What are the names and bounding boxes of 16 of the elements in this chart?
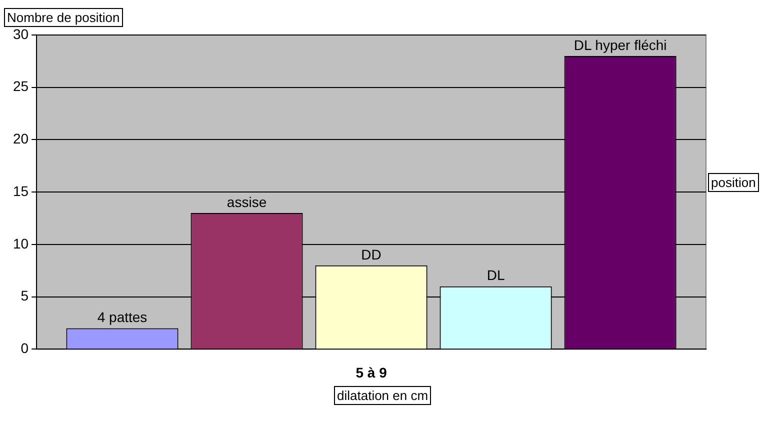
- y-tick-label: 0: [20, 340, 29, 356]
- y-tick-label: 20: [12, 130, 29, 147]
- y-tick-label: 30: [12, 26, 29, 42]
- y-tick-label: 25: [12, 78, 29, 94]
- y-tick-label: 10: [12, 235, 29, 252]
- x-axis-title: dilatation en cm: [334, 386, 432, 405]
- series-label: DL: [486, 267, 505, 284]
- series-label: 4 pattes: [97, 309, 148, 326]
- series-label: DL hyper fléchi: [574, 36, 667, 53]
- y-tick-label: 15: [12, 182, 29, 199]
- legend-title: position: [708, 173, 759, 192]
- x-tick-label: 5 à 9: [356, 364, 388, 380]
- series-label: assise: [226, 194, 267, 210]
- series-label: DD: [361, 246, 382, 262]
- y-axis-title: Nombre de position: [4, 8, 123, 27]
- y-tick-label: 5: [20, 288, 29, 304]
